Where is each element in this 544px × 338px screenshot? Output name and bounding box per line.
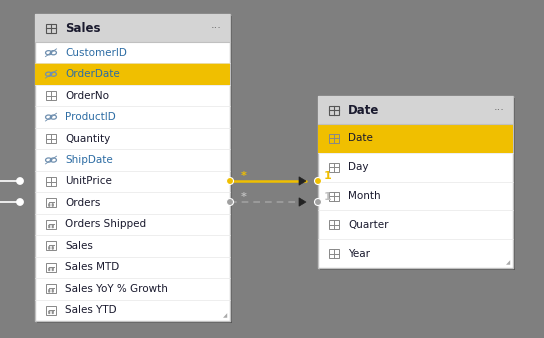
Text: *: * [241,171,247,181]
Circle shape [52,248,53,249]
Polygon shape [299,177,306,185]
Text: 1: 1 [324,171,332,181]
Circle shape [16,177,23,185]
FancyBboxPatch shape [35,14,230,321]
Circle shape [52,311,53,312]
Bar [329,220,339,229]
Bar [46,134,56,143]
Text: ◢: ◢ [506,260,510,265]
FancyBboxPatch shape [318,96,513,268]
Text: Orders: Orders [65,198,101,208]
Circle shape [49,311,50,312]
Text: Quarter: Quarter [348,220,388,230]
Circle shape [16,198,23,206]
Text: ···: ··· [211,23,222,33]
Circle shape [52,225,53,226]
Bar [46,91,56,100]
Circle shape [49,291,50,292]
Bar [329,192,339,200]
Text: 1: 1 [324,192,332,202]
Text: ProductID: ProductID [65,112,116,122]
Text: Month: Month [348,191,381,201]
Text: Date: Date [348,103,379,117]
Bar [46,24,56,32]
Text: Orders Shipped: Orders Shipped [65,219,146,230]
Circle shape [52,291,53,292]
FancyBboxPatch shape [37,16,232,323]
Text: ◢: ◢ [222,313,227,318]
Circle shape [314,198,322,206]
Text: *: * [241,192,247,202]
FancyBboxPatch shape [320,98,515,270]
Bar [46,241,56,250]
Text: ShipDate: ShipDate [65,155,113,165]
FancyBboxPatch shape [35,14,230,42]
Bar [329,134,339,143]
Circle shape [49,248,50,249]
Text: Year: Year [348,249,370,259]
Text: Quantity: Quantity [65,134,110,144]
Bar [46,177,56,186]
Text: OrderNo: OrderNo [65,91,109,101]
FancyBboxPatch shape [318,96,513,124]
Bar [329,163,339,172]
Circle shape [52,205,53,206]
FancyBboxPatch shape [318,124,513,153]
Text: UnitPrice: UnitPrice [65,176,112,187]
Circle shape [49,268,50,269]
Circle shape [49,205,50,206]
Text: Sales YTD: Sales YTD [65,305,116,315]
Bar [46,306,56,315]
Bar [46,198,56,208]
Text: ···: ··· [494,105,505,115]
Bar [46,263,56,272]
Text: CustomerID: CustomerID [65,48,127,58]
Bar [329,249,339,258]
Polygon shape [299,198,306,206]
Bar [46,284,56,293]
Text: Sales: Sales [65,22,101,34]
Circle shape [52,268,53,269]
Circle shape [226,198,233,206]
Text: Date: Date [348,134,373,143]
Text: Day: Day [348,162,368,172]
Text: Sales MTD: Sales MTD [65,262,119,272]
Circle shape [49,225,50,226]
Text: OrderDate: OrderDate [65,69,120,79]
Bar [329,105,339,115]
Bar [46,220,56,229]
Circle shape [226,177,233,185]
Text: Sales: Sales [65,241,93,251]
Circle shape [314,177,322,185]
Text: Sales YoY % Growth: Sales YoY % Growth [65,284,168,294]
FancyBboxPatch shape [35,64,230,85]
